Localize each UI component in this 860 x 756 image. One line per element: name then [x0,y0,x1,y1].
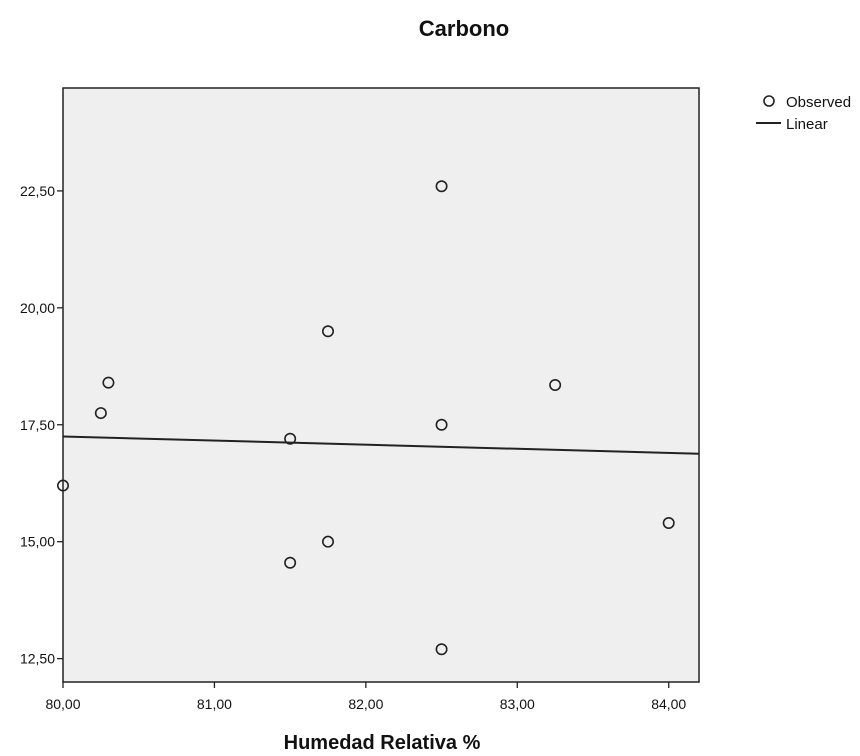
legend-observed-label: Observed [786,94,851,111]
observed-point [662,516,675,529]
legend: Observed Linear [756,94,851,133]
x-tick-label: 82,00 [348,696,383,712]
y-tick-label: 15,00 [20,534,55,550]
observed-point [321,325,334,338]
observed-point [284,556,297,569]
x-axis: 80,00 81,00 82,00 83,00 84,00 [45,682,686,712]
legend-linear-label: Linear [786,116,828,133]
plot-area [62,87,700,683]
observed-point [435,643,448,656]
linear-fit-group [62,435,700,455]
legend-observed-marker [763,95,775,107]
observed-points-group [56,180,675,656]
observed-point [321,535,334,548]
observed-point [435,180,448,193]
y-tick-label: 12,50 [20,651,55,667]
y-tick-label: 17,50 [20,417,55,433]
linear-fit-line [62,435,700,455]
observed-point [94,407,107,420]
y-axis: 12,50 15,00 17,50 20,00 22,50 [20,183,63,667]
observed-point [284,432,297,445]
x-tick-label: 80,00 [45,696,80,712]
chart-title: Carbono [419,16,509,41]
x-tick-label: 81,00 [197,696,232,712]
x-tick-label: 83,00 [500,696,535,712]
x-tick-label: 84,00 [651,696,686,712]
observed-point [549,378,562,391]
observed-point [56,479,69,492]
observed-point [102,376,115,389]
observed-point [435,418,448,431]
x-axis-label: Humedad Relativa % [284,732,481,754]
y-tick-label: 20,00 [20,300,55,316]
y-tick-label: 22,50 [20,183,55,199]
